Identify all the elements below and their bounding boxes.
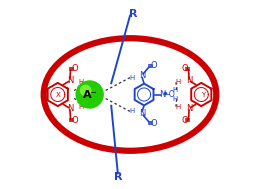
Text: O: O	[181, 64, 188, 73]
Text: –O: –O	[166, 90, 176, 99]
Text: Y: Y	[201, 91, 205, 98]
Text: H: H	[175, 104, 180, 110]
Text: O: O	[150, 61, 157, 70]
Circle shape	[76, 81, 103, 108]
Circle shape	[81, 85, 91, 96]
Text: H: H	[79, 104, 84, 110]
Text: O: O	[181, 116, 188, 125]
Text: H: H	[129, 108, 134, 114]
Text: X: X	[55, 91, 60, 98]
Text: H: H	[129, 75, 134, 81]
Text: R: R	[114, 172, 123, 182]
Text: N: N	[139, 109, 145, 118]
Text: O: O	[71, 116, 78, 125]
Text: H: H	[175, 79, 180, 85]
Text: N: N	[139, 71, 145, 80]
Text: N: N	[186, 76, 192, 85]
Text: N: N	[159, 90, 166, 99]
Text: N: N	[67, 76, 73, 85]
Text: R: R	[128, 9, 137, 19]
Text: N: N	[67, 104, 73, 113]
Text: H: H	[79, 79, 84, 85]
Text: H: H	[172, 96, 177, 102]
Text: A⁻: A⁻	[83, 90, 98, 100]
Text: O: O	[71, 64, 78, 73]
Text: H: H	[172, 87, 177, 93]
Text: O: O	[150, 119, 157, 128]
Text: N: N	[186, 104, 192, 113]
